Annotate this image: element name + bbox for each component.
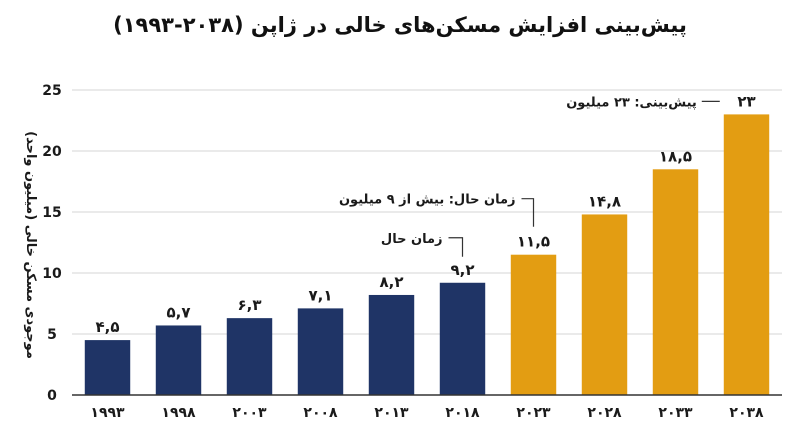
x-tick-label: ۲۰۲۸ <box>587 405 622 421</box>
annotations: زمان حال زمان حال: بیش از ۹ میلیون پیش‌بین… <box>339 95 720 257</box>
bar-actual <box>297 308 344 395</box>
value-label: ۷,۱ <box>308 286 332 304</box>
bar-forecast <box>510 254 557 395</box>
y-tick-label: 0 <box>47 388 57 404</box>
x-tick-label: ۲۰۱۳ <box>374 405 409 421</box>
y-tick-label: 5 <box>47 327 57 343</box>
x-tick-label: ۱۹۹۳ <box>90 405 125 421</box>
value-label: ۶,۳ <box>237 296 261 314</box>
value-label: ۱۱,۵ <box>517 233 550 251</box>
bar-actual <box>368 294 415 395</box>
bar-actual <box>84 340 131 395</box>
value-label: ۸,۲ <box>379 273 403 291</box>
y-axis-label: موجودی مسکن خالی (میلیون واحد) <box>23 131 38 359</box>
annotation-label: زمان حال <box>381 232 443 247</box>
bar-actual <box>226 318 273 395</box>
x-tick-label: ۲۰۱۸ <box>445 405 480 421</box>
x-tick-label: ۲۰۲۳ <box>516 405 551 421</box>
y-tick-label: 10 <box>42 266 62 282</box>
annotation-label: زمان حال: بیش از ۹ میلیون <box>339 193 516 208</box>
annotation-label: پیش‌بینی: ۲۳ میلیون <box>566 95 697 110</box>
bar-actual <box>155 325 202 395</box>
x-tick-label: ۲۰۰۸ <box>303 405 338 421</box>
bar-actual <box>439 282 486 395</box>
bar-series <box>84 114 770 396</box>
x-tick-label: ۱۹۹۸ <box>161 405 196 421</box>
y-tick-label: 25 <box>42 83 61 99</box>
x-tick-label: ۲۰۳۸ <box>729 405 764 421</box>
value-label: ۱۴,۸ <box>588 192 621 210</box>
bar-forecast <box>652 169 699 395</box>
y-tick-label: 20 <box>42 144 62 160</box>
y-tick-label: 15 <box>42 205 61 221</box>
annotation-leader <box>448 237 464 257</box>
value-label: ۹,۲ <box>450 261 474 279</box>
x-tick-label: ۲۰۳۳ <box>658 405 693 421</box>
y-axis-ticks: 0 5 10 15 20 25 <box>42 83 62 404</box>
value-label: ۵,۷ <box>166 303 190 321</box>
x-axis-ticks: ۱۹۹۳ ۱۹۹۸ ۲۰۰۳ ۲۰۰۸ ۲۰۱۳ ۲۰۱۸ ۲۰۲۳ ۲۰۲۸ ۲۰۳۳ ۲۰۳۸ <box>90 405 764 421</box>
value-label: ۲۳ <box>737 92 755 110</box>
value-label: ۱۸,۵ <box>659 147 692 165</box>
bar-forecast <box>723 114 770 396</box>
bar-forecast <box>581 214 628 395</box>
x-tick-label: ۲۰۰۳ <box>232 405 267 421</box>
value-label: ۴,۵ <box>95 318 119 336</box>
value-labels: ۴,۵ ۵,۷ ۶,۳ ۷,۱ ۸,۲ ۹,۲ ۱۱,۵ ۱۴,۸ ۱۸,۵ ۲۳ <box>95 92 755 336</box>
annotation-leader <box>521 198 535 227</box>
chart-title: پیش‌بینی افزایش مسکن‌های خالی در ژاپن (۲… <box>113 13 687 37</box>
